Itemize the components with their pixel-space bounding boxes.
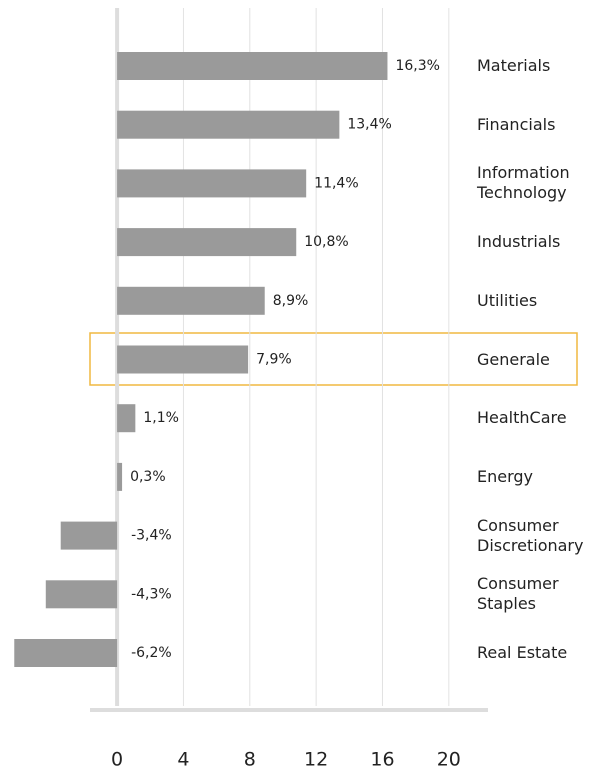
value-label: -4,3% bbox=[131, 586, 172, 602]
bar bbox=[117, 286, 265, 315]
category-label: Industrials bbox=[477, 232, 561, 252]
bar bbox=[117, 110, 340, 139]
x-tick-label: 4 bbox=[177, 749, 189, 769]
category-label: Materials bbox=[477, 56, 551, 75]
value-label: 0,3% bbox=[130, 469, 166, 485]
value-label: 7,9% bbox=[256, 352, 292, 368]
bar bbox=[117, 345, 249, 374]
bar bbox=[117, 52, 388, 80]
value-label: 11,4% bbox=[314, 175, 358, 191]
bar bbox=[117, 228, 297, 257]
value-label: 1,1% bbox=[143, 410, 179, 426]
category-label: HealthCare bbox=[477, 408, 567, 428]
value-label: -6,2% bbox=[131, 645, 172, 661]
category-label: Real Estate bbox=[477, 643, 568, 662]
value-label: 13,4% bbox=[347, 117, 391, 133]
value-label: 16,3% bbox=[395, 58, 439, 74]
category-label: Information Technology bbox=[477, 163, 570, 203]
category-label: Energy bbox=[477, 466, 534, 486]
bar bbox=[117, 404, 136, 433]
bar bbox=[14, 639, 118, 667]
category-label: Consumer Discretionary bbox=[477, 515, 584, 555]
category-label: Consumer Staples bbox=[477, 574, 559, 614]
x-tick-label: 16 bbox=[370, 749, 394, 769]
category-label: Financials bbox=[477, 114, 556, 134]
bar bbox=[45, 580, 118, 609]
bar bbox=[60, 521, 118, 550]
category-label: Utilities bbox=[477, 290, 538, 310]
bar bbox=[117, 462, 123, 491]
bar bbox=[117, 169, 307, 198]
value-label: 10,8% bbox=[304, 234, 348, 250]
value-label: 8,9% bbox=[273, 293, 309, 309]
category-label: Generale bbox=[477, 349, 550, 369]
x-tick-label: 20 bbox=[437, 749, 461, 769]
x-tick-label: 12 bbox=[304, 749, 328, 769]
x-tick-label: 0 bbox=[111, 749, 123, 769]
highlight-box bbox=[89, 332, 578, 386]
value-label: -3,4% bbox=[131, 528, 172, 544]
x-tick-label: 8 bbox=[244, 749, 256, 769]
